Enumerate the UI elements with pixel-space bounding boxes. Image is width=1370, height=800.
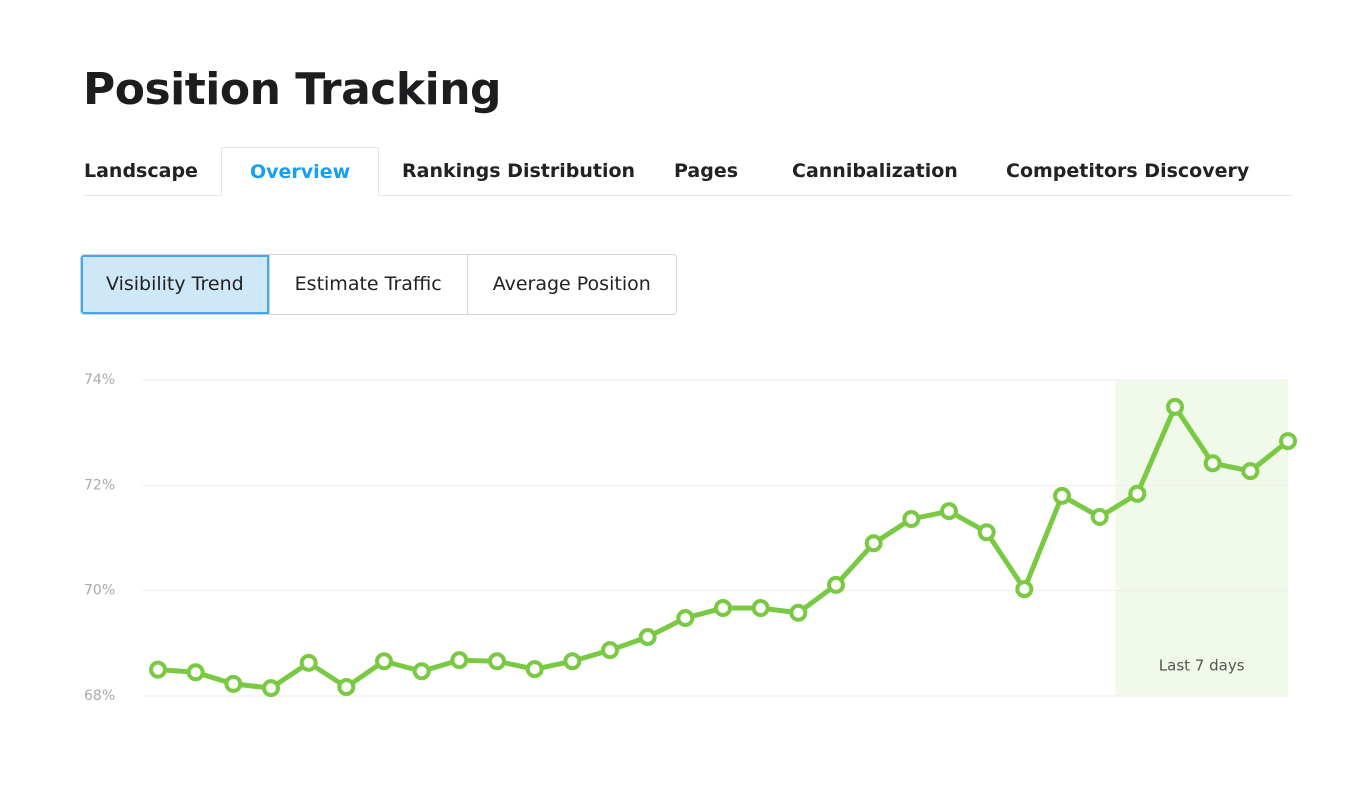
tab[interactable]: Landscape [84,160,198,182]
data-point [1279,432,1297,451]
data-point [1166,397,1184,416]
data-point [149,660,167,679]
data-point [1015,580,1034,599]
data-point [1203,454,1222,473]
tab[interactable]: Competitors Discovery [1006,160,1250,182]
data-point [902,510,921,529]
data-point [525,660,544,679]
data-point [676,609,695,628]
y-tick-label: 70% [84,583,115,599]
data-point [186,663,205,682]
segment-button[interactable]: Visibility Trend [81,255,270,314]
y-tick-label: 74% [84,372,115,388]
tab-bar: Landscape Overview Rankings Distribution Pa… [84,147,1292,196]
tab[interactable]: Pages [674,160,739,182]
data-point [789,603,808,622]
data-point [450,651,469,670]
highlight-label: Last 7 days [1159,657,1245,675]
data-point [1053,486,1071,505]
data-point [563,652,582,671]
data-point [864,534,883,553]
tab[interactable]: Overview [221,147,380,196]
data-point [940,502,958,521]
data-point [337,678,356,697]
data-point [1128,484,1147,503]
data-point [412,662,431,681]
page-title: Position Tracking [83,64,502,115]
data-point [714,599,732,618]
data-point [375,652,393,671]
highlight-band [1115,380,1288,696]
data-point [299,653,318,672]
data-point [638,628,657,647]
y-tick-label: 72% [84,477,115,493]
tab[interactable]: Cannibalization [792,160,958,182]
data-point [488,652,506,671]
data-point [262,679,280,698]
data-point [751,599,770,618]
segment-button[interactable]: Average Position [492,273,651,295]
data-point [1241,462,1260,481]
data-point [1090,507,1109,526]
y-tick-label: 68% [84,688,115,704]
tab[interactable]: Rankings Distribution [402,160,636,182]
data-point [977,523,996,542]
data-point [224,674,243,693]
data-point [601,641,619,660]
segmented-control: Visibility Trend Estimate Traffic Average … [80,254,677,315]
segment-button[interactable]: Estimate Traffic [270,255,468,314]
data-point [827,575,845,594]
